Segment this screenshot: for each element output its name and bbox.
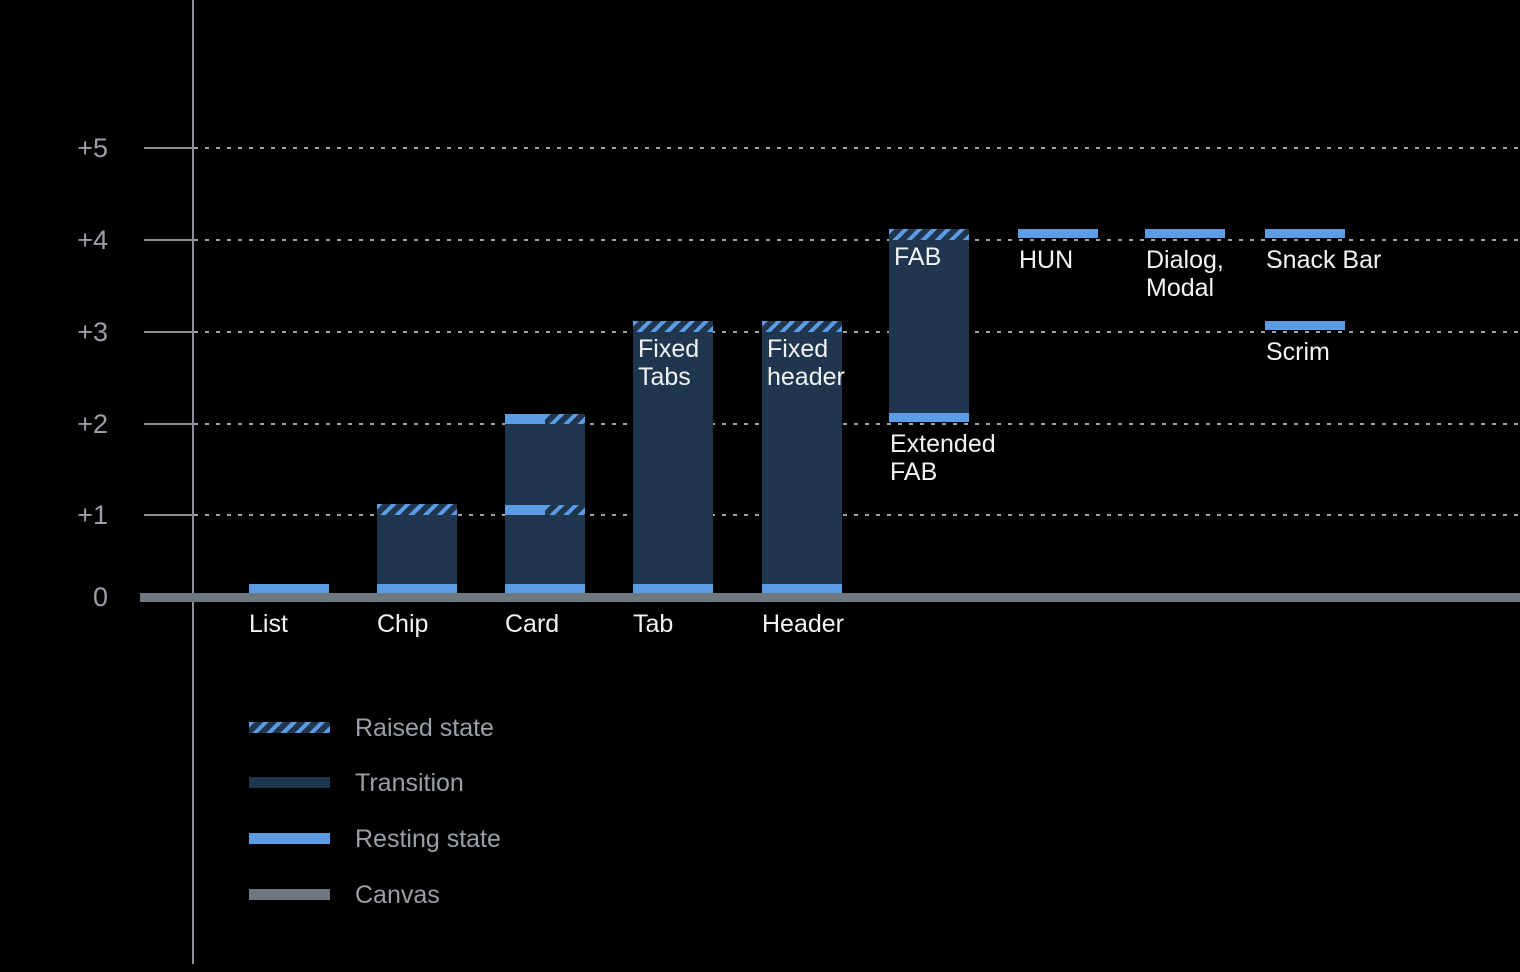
bar-label: Snack Bar: [1266, 246, 1382, 274]
band-resting-state: [249, 584, 329, 593]
axis-tick-label: +3: [77, 317, 108, 347]
axis-tick-mark: [144, 331, 192, 333]
gridline-dotted: [194, 423, 1520, 425]
bar-label: Fixed header: [767, 335, 845, 391]
band-resting-state: [1265, 229, 1345, 238]
band-resting-state: [633, 584, 713, 593]
band-raised-state: [762, 321, 842, 332]
band-resting-state: [1145, 229, 1225, 238]
band-resting-state: [505, 414, 545, 424]
axis-tick-label: 0: [92, 582, 108, 612]
band-raised-state: [545, 505, 585, 515]
legend-label: Transition: [355, 769, 464, 797]
band-resting-state: [1018, 229, 1098, 238]
bar-label: Dialog, Modal: [1146, 246, 1224, 302]
bar-label: List: [249, 610, 288, 638]
bar-label: HUN: [1019, 246, 1074, 274]
bar-label: Chip: [377, 610, 429, 638]
bar-label: Tab: [633, 610, 674, 638]
legend-label: Resting state: [355, 825, 501, 853]
bar-label: Scrim: [1266, 338, 1330, 366]
band-transition: [762, 332, 842, 593]
legend-swatch-canvas: [249, 889, 330, 900]
axis-tick-label: +1: [77, 500, 108, 530]
legend-label: Canvas: [355, 881, 440, 909]
band-resting-state: [1265, 321, 1345, 330]
band-raised-state: [633, 321, 713, 332]
legend-swatch-raised-state: [249, 722, 330, 733]
band-resting-state: [505, 505, 545, 515]
axis-tick-label: +4: [77, 225, 108, 255]
bar-label: Header: [762, 610, 844, 638]
band-transition: [377, 515, 457, 593]
axis-tick-label: +5: [77, 133, 108, 163]
bar-label: Extended FAB: [890, 430, 996, 486]
legend-swatch-transition: [249, 777, 330, 788]
bar-label: FAB: [894, 243, 942, 271]
gridline-dotted: [194, 331, 1520, 333]
gridline-dotted: [194, 147, 1520, 149]
band-transition: [889, 240, 969, 422]
canvas-baseline: [140, 593, 1520, 602]
axis-tick-mark: [144, 239, 192, 241]
axis-tick-mark: [144, 147, 192, 149]
band-raised-state: [377, 504, 457, 515]
band-resting-state: [762, 584, 842, 593]
band-resting-state: [889, 413, 969, 422]
band-resting-state: [377, 584, 457, 593]
axis-tick-mark: [144, 514, 192, 516]
axis-tick-label: +2: [77, 409, 108, 439]
band-transition: [633, 332, 713, 593]
y-axis-line: [192, 0, 194, 964]
legend-label: Raised state: [355, 714, 494, 742]
gridline-dotted: [194, 514, 1520, 516]
bar-label: Fixed Tabs: [638, 335, 700, 391]
axis-tick-mark: [144, 423, 192, 425]
bar-label: Card: [505, 610, 560, 638]
gridline-dotted: [194, 239, 1520, 241]
band-raised-state: [545, 414, 585, 424]
band-raised-state: [889, 229, 969, 240]
legend-swatch-resting-state: [249, 833, 330, 844]
band-resting-state: [505, 584, 585, 593]
